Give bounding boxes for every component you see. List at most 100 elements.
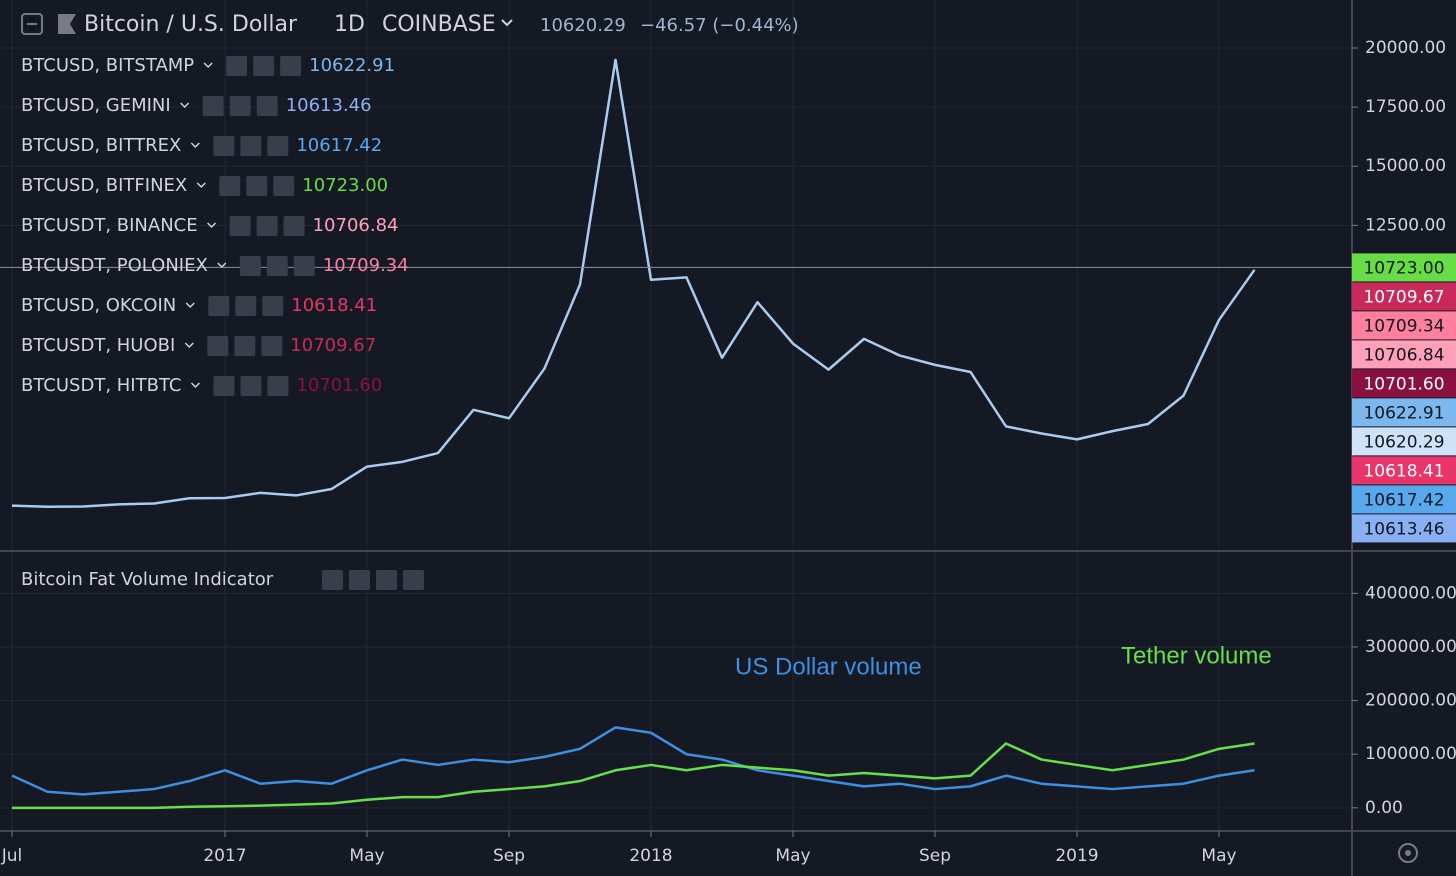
exchange[interactable]: COINBASE: [382, 12, 496, 37]
legend-close-button[interactable]: [267, 376, 289, 396]
indicator-close-button[interactable]: [403, 570, 424, 590]
legend-gear-button[interactable]: [240, 136, 262, 156]
legend-close-button[interactable]: [273, 176, 295, 196]
legend-close-button[interactable]: [267, 136, 289, 156]
legend-caret[interactable]: [196, 182, 206, 189]
legend-eye-button[interactable]: [226, 56, 248, 76]
legend-name[interactable]: BTCUSDT, BINANCE: [21, 215, 198, 236]
legend-gear-button[interactable]: [256, 216, 278, 236]
y-tick-label: 15000.00: [1365, 156, 1446, 176]
legend-eye-button[interactable]: [213, 136, 235, 156]
legend-eye-button[interactable]: [208, 296, 230, 316]
price-tag-label: 10706.84: [1363, 345, 1444, 365]
legend-gear-button[interactable]: [240, 376, 262, 396]
legend-value: 10618.41: [291, 295, 377, 316]
price-tag: [1352, 514, 1456, 543]
data-line: [12, 742, 1255, 810]
legend-caret[interactable]: [217, 262, 227, 269]
legend-eye-button[interactable]: [207, 336, 229, 356]
gear-ring: [1398, 843, 1418, 863]
legend-eye-button[interactable]: [229, 216, 251, 236]
legend-gear-button[interactable]: [246, 176, 268, 196]
x-tick-label: Sep: [493, 846, 525, 866]
data-line: [11, 58, 1256, 509]
y-tick-label: 400000.00: [1365, 583, 1456, 603]
indicator-title: Bitcoin Fat Volume Indicator: [21, 569, 274, 590]
legend-name[interactable]: BTCUSD, OKCOIN: [21, 295, 176, 316]
legend-close-button[interactable]: [280, 56, 302, 76]
price-tag-label: 10701.60: [1363, 374, 1444, 394]
x-tick-label: Jul: [1, 846, 23, 866]
price-change: −46.57 (−0.44%): [640, 15, 799, 36]
legend-name[interactable]: BTCUSD, BITTREX: [21, 135, 181, 156]
legend-close-button[interactable]: [293, 256, 315, 276]
legend-caret[interactable]: [203, 62, 213, 69]
price-tag: [1352, 427, 1456, 456]
interval[interactable]: 1D: [334, 12, 365, 37]
legend-caret[interactable]: [180, 102, 190, 109]
legend-close-button[interactable]: [256, 96, 278, 116]
settings-gear[interactable]: [1398, 843, 1418, 863]
data-line: [11, 726, 1255, 796]
y-tick-label: 20000.00: [1365, 38, 1446, 58]
x-tick-label: 2017: [203, 846, 246, 866]
legend-gear-button[interactable]: [253, 56, 275, 76]
legend-name[interactable]: BTCUSD, GEMINI: [21, 95, 171, 116]
x-tick-label: May: [775, 846, 810, 866]
price-tag-label: 10622.91: [1363, 403, 1444, 423]
legend-name[interactable]: BTCUSD, BITSTAMP: [21, 55, 194, 76]
price-tag: [1352, 311, 1456, 340]
legend-name[interactable]: BTCUSDT, POLONIEX: [21, 255, 208, 276]
legend-value: 10723.00: [302, 175, 388, 196]
indicator-gear-button[interactable]: [349, 570, 370, 590]
dropdown-caret[interactable]: [501, 19, 513, 27]
legend-value: 10622.91: [309, 55, 395, 76]
legend-name[interactable]: BTCUSD, BITFINEX: [21, 175, 187, 196]
legend-close-button[interactable]: [262, 296, 284, 316]
symbol-flag: [58, 14, 76, 34]
indicator-eye-button[interactable]: [322, 570, 343, 590]
legend-gear-button[interactable]: [234, 336, 256, 356]
y-tick-label: 17500.00: [1365, 97, 1446, 117]
legend-eye-button[interactable]: [202, 96, 224, 116]
legend-caret[interactable]: [207, 222, 217, 229]
x-tick-label: 2019: [1055, 846, 1098, 866]
price-tag-label: 10723.00: [1363, 258, 1444, 278]
legend-close-button[interactable]: [261, 336, 283, 356]
y-tick-label: 12500.00: [1365, 215, 1446, 235]
legend-caret[interactable]: [185, 302, 195, 309]
legend-eye-button[interactable]: [219, 176, 241, 196]
legend-gear-button[interactable]: [229, 96, 251, 116]
legend-name[interactable]: BTCUSDT, HUOBI: [21, 335, 175, 356]
price-tag: [1352, 340, 1456, 369]
y-tick-label: 200000.00: [1365, 691, 1456, 711]
price-tag-label: 10709.34: [1363, 316, 1444, 336]
legend-eye-button[interactable]: [239, 256, 261, 276]
y-tick-label: 0.00: [1365, 798, 1403, 818]
price-tag-label: 10709.67: [1363, 287, 1444, 307]
collapse-button[interactable]: [21, 13, 43, 35]
y-tick-label: 300000.00: [1365, 637, 1456, 657]
indicator-source-button[interactable]: [376, 570, 397, 590]
series-annotation: Tether volume: [1121, 642, 1272, 669]
price-tag-label: 10620.29: [1363, 432, 1444, 452]
legend-close-button[interactable]: [283, 216, 305, 236]
y-tick-label: 100000.00: [1365, 744, 1456, 764]
legend-gear-button[interactable]: [235, 296, 257, 316]
legend-value: 10709.34: [323, 255, 409, 276]
legend-eye-button[interactable]: [213, 376, 235, 396]
legend-caret[interactable]: [190, 142, 200, 149]
symbol-title: Bitcoin / U.S. Dollar: [84, 12, 298, 37]
gear-hub: [1405, 850, 1411, 856]
x-tick-label: Sep: [919, 846, 951, 866]
price-tag: [1352, 398, 1456, 427]
legend-name[interactable]: BTCUSDT, HITBTC: [21, 375, 181, 396]
legend-caret[interactable]: [184, 342, 194, 349]
legend-caret[interactable]: [190, 382, 200, 389]
legend-value: 10706.84: [313, 215, 399, 236]
legend-gear-button[interactable]: [266, 256, 288, 276]
legend-value: 10613.46: [286, 95, 372, 116]
price-tag-label: 10613.46: [1363, 519, 1444, 539]
